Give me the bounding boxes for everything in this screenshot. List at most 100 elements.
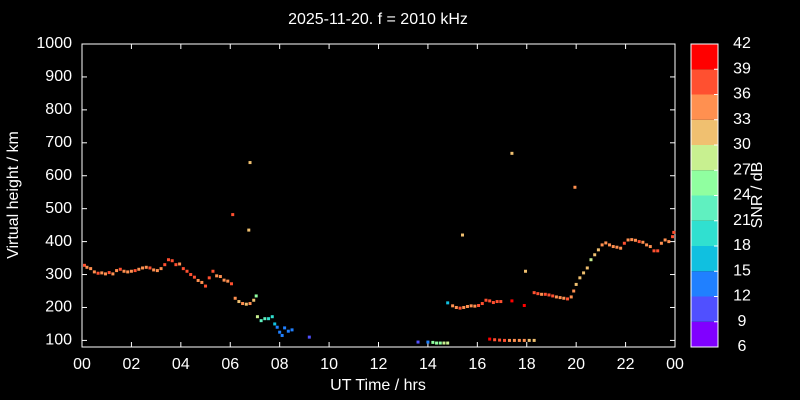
colorbar-bin xyxy=(691,271,718,297)
data-point xyxy=(267,317,271,321)
data-point xyxy=(671,235,675,239)
data-point xyxy=(656,249,660,253)
data-point xyxy=(446,341,450,345)
y-tick-label: 1000 xyxy=(36,35,72,52)
data-point xyxy=(226,279,230,283)
colorbar-tick-label: 33 xyxy=(733,111,751,128)
data-point xyxy=(615,245,619,249)
colorbar-bin xyxy=(691,44,718,70)
x-tick-label: 16 xyxy=(468,356,486,373)
data-point xyxy=(562,296,566,300)
data-point xyxy=(307,335,311,339)
data-point xyxy=(645,243,649,247)
colorbar-tick-label: 24 xyxy=(733,187,751,204)
data-point xyxy=(547,293,551,297)
data-point xyxy=(152,268,156,272)
data-point xyxy=(499,300,503,304)
data-point xyxy=(648,245,652,249)
data-point xyxy=(122,269,126,273)
plot-frame xyxy=(81,43,676,348)
data-point xyxy=(589,258,593,262)
y-tick-label: 300 xyxy=(45,266,72,283)
data-point xyxy=(155,269,159,273)
data-point xyxy=(633,238,637,242)
data-point xyxy=(491,301,495,305)
data-point xyxy=(503,338,507,342)
colorbar-tick-label: 18 xyxy=(733,237,751,254)
data-point xyxy=(185,269,189,273)
data-point xyxy=(237,300,241,304)
data-point xyxy=(241,302,245,306)
data-point xyxy=(566,297,570,301)
colorbar-bin xyxy=(691,296,718,322)
data-point xyxy=(473,304,477,308)
data-point xyxy=(126,270,130,274)
data-point xyxy=(512,338,516,342)
data-point xyxy=(178,262,182,266)
colorbar-bin xyxy=(691,94,718,120)
data-point xyxy=(207,276,211,280)
data-point xyxy=(495,300,499,304)
colorbar-tick-label: 42 xyxy=(733,35,751,52)
data-point xyxy=(652,249,656,253)
chart-title: 2025-11-20. f = 2010 kHz xyxy=(288,11,468,28)
colorbar-bin xyxy=(691,145,718,171)
x-tick-label: 18 xyxy=(518,356,536,373)
data-point xyxy=(118,267,122,271)
data-point xyxy=(100,271,104,275)
data-point xyxy=(231,213,235,217)
x-tick-label: 10 xyxy=(320,356,338,373)
data-point xyxy=(604,241,608,245)
colorbar-tick-label: 15 xyxy=(733,262,751,279)
x-tick-label: 06 xyxy=(221,356,239,373)
colorbar-tick-label: 21 xyxy=(733,212,751,229)
colorbar-tick-label: 12 xyxy=(733,288,751,305)
data-point xyxy=(96,271,100,275)
data-point xyxy=(196,278,200,282)
colorbar-tick-label: 36 xyxy=(733,86,751,103)
data-point xyxy=(159,267,163,271)
colorbar-bin xyxy=(691,119,718,145)
x-tick-label: 20 xyxy=(567,356,585,373)
y-tick-label: 100 xyxy=(45,332,72,349)
data-point xyxy=(572,289,576,293)
x-axis-label: UT Time / hrs xyxy=(330,377,426,394)
data-point xyxy=(573,185,577,189)
data-point xyxy=(244,302,248,306)
data-point xyxy=(461,233,465,237)
data-point xyxy=(510,151,514,155)
x-tick-label: 00 xyxy=(666,356,684,373)
y-tick-label: 700 xyxy=(45,134,72,151)
data-point xyxy=(558,296,562,300)
x-tick-label: 02 xyxy=(123,356,141,373)
data-point xyxy=(527,338,531,342)
data-point xyxy=(280,333,284,337)
data-point xyxy=(278,330,282,334)
data-point xyxy=(204,284,208,288)
colorbar-tick-label: 27 xyxy=(733,161,751,178)
y-tick-label: 600 xyxy=(45,167,72,184)
colorbar-bin xyxy=(691,321,718,347)
data-point xyxy=(435,341,439,345)
data-point xyxy=(192,275,196,279)
data-point xyxy=(488,337,492,341)
data-point xyxy=(273,322,277,326)
data-point xyxy=(667,240,671,244)
colorbar-tick-label: 30 xyxy=(733,136,751,153)
data-point xyxy=(551,294,555,298)
data-point xyxy=(254,294,258,298)
x-tick-label: 14 xyxy=(419,356,437,373)
data-point xyxy=(215,274,219,278)
data-point xyxy=(469,304,473,308)
colorbar-tick-label: 39 xyxy=(733,60,751,77)
data-point xyxy=(498,338,502,342)
data-point xyxy=(608,243,612,247)
data-point xyxy=(248,161,252,165)
data-point xyxy=(458,306,462,310)
data-point xyxy=(89,267,93,271)
data-point xyxy=(247,228,251,232)
data-point xyxy=(574,282,578,286)
y-tick-label: 500 xyxy=(45,200,72,217)
y-axis-label: Virtual height / km xyxy=(5,131,22,259)
